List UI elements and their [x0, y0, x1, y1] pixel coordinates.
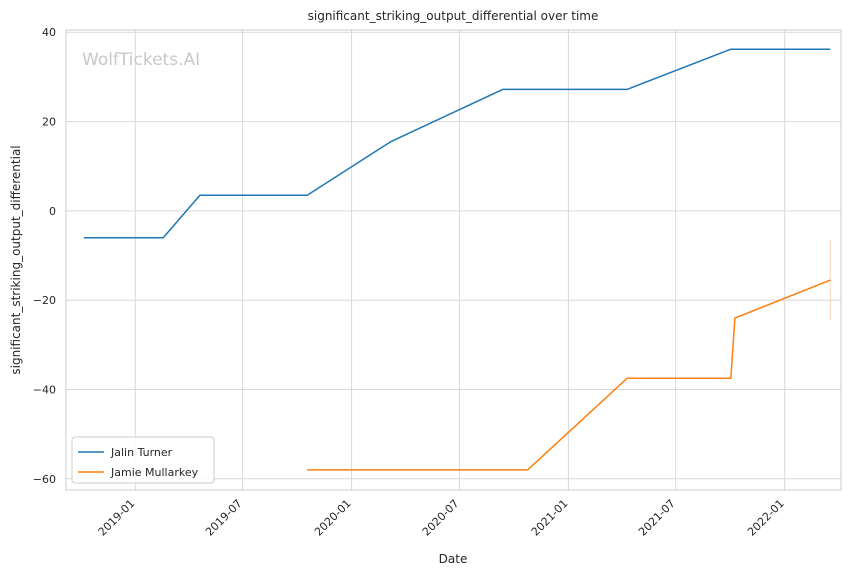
series-line-jalin-turner — [83, 48, 831, 239]
x-tick-label: 2019-01 — [96, 497, 138, 539]
x-tick-label: 2020-01 — [312, 497, 354, 539]
y-tick-label: −60 — [33, 473, 56, 486]
legend-label-jalin-turner: Jalin Turner — [110, 446, 173, 459]
watermark: WolfTickets.AI — [82, 50, 200, 70]
x-axis-label: Date — [439, 552, 468, 566]
legend-label-jamie-mullarkey: Jamie Mullarkey — [110, 466, 199, 479]
x-tick-label: 2021-01 — [529, 497, 571, 539]
legend: Jalin Turner Jamie Mullarkey — [71, 436, 215, 484]
chart-title: significant_striking_output_differential… — [308, 9, 599, 23]
x-tick-label: 2019-07 — [203, 497, 245, 539]
y-tick-label: −20 — [33, 294, 56, 307]
grid-layer — [66, 30, 841, 490]
series-layer — [83, 48, 831, 471]
x-tick-label: 2021-07 — [636, 497, 678, 539]
y-tick-label: 20 — [42, 116, 56, 129]
plot-frame — [65, 29, 842, 491]
series-line-jamie-mullarkey — [307, 279, 831, 471]
y-tick-label: 40 — [42, 26, 56, 39]
legend-box — [71, 436, 215, 484]
y-tick-label: 0 — [49, 205, 56, 218]
y-tick-label: −40 — [33, 384, 56, 397]
x-tick-label: 2022-01 — [745, 497, 787, 539]
y-axis-label: significant_striking_output_differential — [9, 145, 23, 374]
x-tick-label: 2020-07 — [420, 497, 462, 539]
